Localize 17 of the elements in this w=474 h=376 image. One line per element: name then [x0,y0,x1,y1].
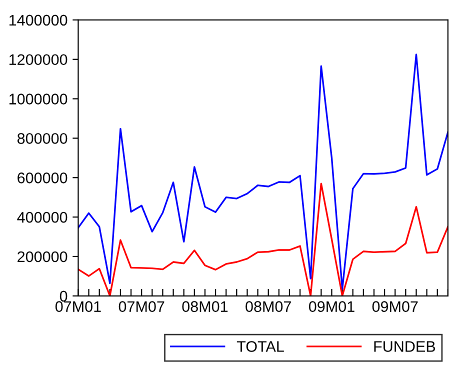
y-tick-label: 200000 [18,251,68,262]
x-tick-label: 07M07 [118,301,164,312]
y-tick-label: 0 [60,290,68,302]
x-tick-label: 09M07 [372,301,418,312]
line-series [78,54,448,290]
x-tick-label: 08M01 [182,301,228,312]
legend-label: FUNDEB [374,341,436,352]
y-tick-label: 400000 [17,212,68,223]
y-tick-label: 1000000 [9,94,68,104]
y-tick-label: 1400000 [9,14,68,26]
x-tick-label: 07M01 [55,301,101,312]
y-tick-label: 800000 [17,133,68,144]
x-tick-label: 08M07 [246,301,291,312]
y-tick-label: 600000 [18,172,68,184]
x-tick-label: 09M01 [308,301,354,312]
y-tick-label: 1200000 [9,54,68,66]
legend-label: TOTAL [236,341,284,352]
